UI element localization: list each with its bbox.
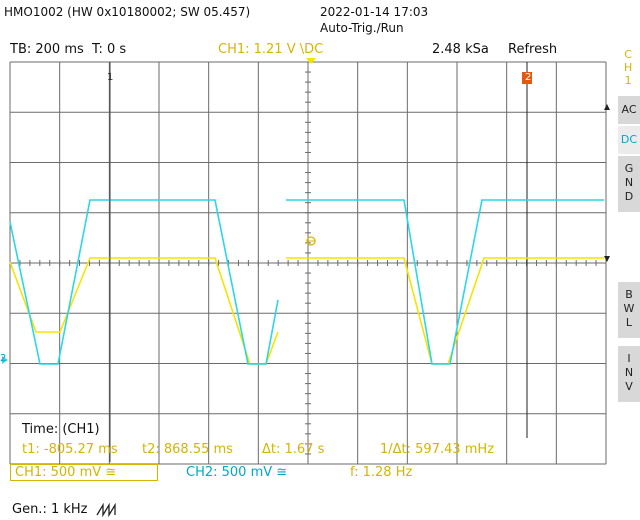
ch1-trigger-level[interactable]: CH1: 1.21 V \DC — [218, 42, 324, 57]
dc-label: DC — [620, 133, 638, 146]
generator-label: Gen.: 1 kHz — [12, 502, 88, 517]
channel-menu-label: C H 1 — [624, 48, 632, 87]
scale-down-arrow-icon — [604, 256, 610, 262]
channel-label-h: H — [624, 61, 633, 74]
ac-coupling-button[interactable]: AC — [618, 96, 640, 124]
cursor-delta-t: Δt: 1.67 s — [262, 442, 325, 457]
cursor-2-label: 2 — [525, 72, 532, 83]
inv-label-v: V — [625, 380, 633, 393]
scale-up-arrow-icon — [604, 104, 610, 110]
ch2-trace-segment — [286, 199, 604, 365]
time-offset[interactable]: T: 0 s — [92, 42, 127, 57]
ch2-ground-marker — [2, 356, 8, 364]
cursor-t2: t2: 868.55 ms — [142, 442, 233, 457]
ch1-scale[interactable]: CH1: 500 mV ≅ — [10, 464, 158, 481]
bwl-label-b: B — [625, 288, 633, 301]
ch2-scale[interactable]: CH2: 500 mV ≅ — [186, 465, 288, 480]
trigger-mode: Auto-Trig./Run — [320, 21, 404, 35]
gnd-label-n: N — [624, 176, 634, 189]
bwl-button[interactable]: B W L — [618, 282, 640, 338]
dc-coupling-button[interactable]: DC — [618, 126, 640, 154]
channel-label-c: C — [624, 48, 632, 61]
cursor-inverse-delta-t: 1/Δt: 597.43 mHz — [380, 442, 495, 457]
frequency-readout: f: 1.28 Hz — [350, 465, 413, 480]
sample-rate: 2.48 kSa — [432, 42, 489, 57]
cursor-panel-title: Time: (CH1) — [22, 422, 100, 437]
inv-button[interactable]: I N V — [618, 346, 640, 402]
inv-label-i: I — [627, 352, 631, 365]
gnd-label-g: G — [624, 162, 634, 175]
sawtooth-icon — [96, 503, 116, 517]
ch2-trace — [9, 199, 279, 365]
bwl-label-w: W — [623, 302, 635, 315]
ac-label: AC — [621, 103, 637, 116]
channel-label-1: 1 — [624, 74, 632, 87]
cursor-t1: t1: -805.27 ms — [22, 442, 118, 457]
device-info: HMO1002 (HW 0x10180002; SW 05.457) — [4, 5, 251, 19]
timebase[interactable]: TB: 200 ms — [10, 42, 84, 57]
datetime: 2022-01-14 17:03 — [320, 5, 429, 19]
bwl-label-l: L — [625, 316, 633, 329]
trigger-position-marker — [306, 58, 316, 64]
inv-label-n: N — [624, 366, 634, 379]
gnd-button[interactable]: G N D — [618, 156, 640, 212]
graticule-grid — [9, 61, 607, 465]
gnd-label-d: D — [624, 190, 634, 203]
ch2-ground-label: 2 — [0, 353, 7, 364]
cursor-1-label: 1 — [107, 72, 114, 83]
cursor-2-marker — [522, 72, 532, 84]
acquisition-mode[interactable]: Refresh — [508, 42, 558, 57]
